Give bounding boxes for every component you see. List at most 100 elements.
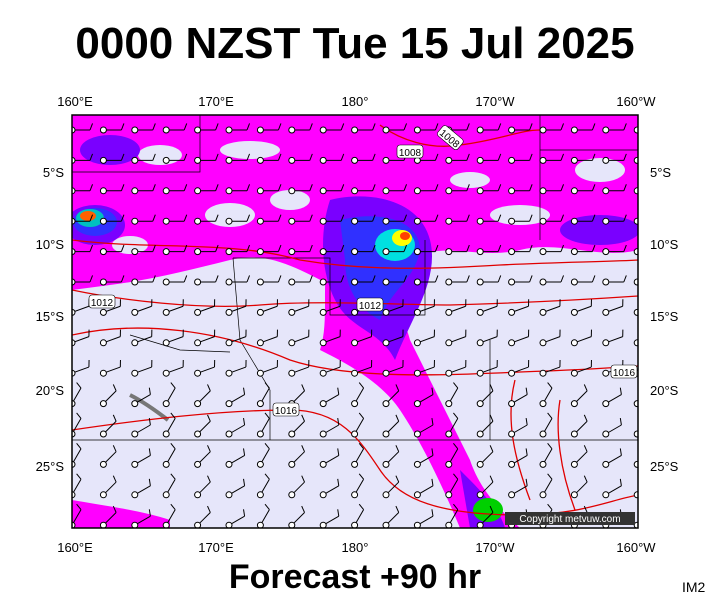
lon-label: 160°E <box>57 94 93 109</box>
lat-label: 15°S <box>650 309 679 324</box>
station <box>509 157 515 163</box>
station <box>289 188 295 194</box>
station <box>509 218 515 224</box>
station <box>320 461 326 467</box>
station <box>100 127 106 133</box>
station <box>509 492 515 498</box>
station <box>540 127 546 133</box>
station <box>352 127 358 133</box>
station <box>477 249 483 255</box>
station <box>163 401 169 407</box>
station <box>414 461 420 467</box>
station <box>132 188 138 194</box>
station <box>477 340 483 346</box>
station <box>414 431 420 437</box>
station <box>163 249 169 255</box>
station <box>289 218 295 224</box>
station <box>571 127 577 133</box>
lat-label: 25°S <box>650 459 679 474</box>
station <box>446 370 452 376</box>
station <box>320 370 326 376</box>
station <box>352 461 358 467</box>
station <box>257 401 263 407</box>
station <box>226 492 232 498</box>
station <box>383 370 389 376</box>
station <box>226 401 232 407</box>
station <box>226 431 232 437</box>
station <box>100 492 106 498</box>
station <box>603 461 609 467</box>
station <box>571 157 577 163</box>
map-area <box>65 115 658 528</box>
station <box>383 249 389 255</box>
station <box>571 492 577 498</box>
station <box>446 157 452 163</box>
station <box>383 218 389 224</box>
station <box>603 218 609 224</box>
station <box>352 309 358 315</box>
station <box>446 461 452 467</box>
isobar-label-text: 1008 <box>399 148 422 159</box>
station <box>509 461 515 467</box>
station <box>352 370 358 376</box>
isobar-label: 1012 <box>357 298 383 312</box>
copyright: Copyright metvuw.com <box>519 514 620 525</box>
station <box>383 309 389 315</box>
station <box>163 188 169 194</box>
isobar-label-text: 1016 <box>613 368 636 379</box>
station <box>414 249 420 255</box>
station <box>383 461 389 467</box>
station <box>226 157 232 163</box>
isobar-label-text: 1012 <box>359 301 382 312</box>
station <box>571 431 577 437</box>
station <box>132 218 138 224</box>
station <box>352 157 358 163</box>
lat-label: 15°S <box>36 309 65 324</box>
station <box>320 157 326 163</box>
station <box>320 188 326 194</box>
station <box>163 309 169 315</box>
station <box>509 370 515 376</box>
lon-label: 170°W <box>475 94 515 109</box>
station <box>226 370 232 376</box>
station <box>414 401 420 407</box>
station <box>509 279 515 285</box>
station <box>163 370 169 376</box>
station <box>509 309 515 315</box>
station <box>540 431 546 437</box>
station <box>195 309 201 315</box>
station <box>477 157 483 163</box>
station <box>383 188 389 194</box>
station <box>509 249 515 255</box>
lon-label: 170°W <box>475 540 515 555</box>
station <box>195 431 201 437</box>
station <box>571 340 577 346</box>
station <box>414 127 420 133</box>
station <box>603 340 609 346</box>
station <box>414 370 420 376</box>
station <box>477 127 483 133</box>
station <box>446 218 452 224</box>
isobar-label: 1012 <box>89 295 115 309</box>
lon-label: 170°E <box>198 540 234 555</box>
station <box>132 401 138 407</box>
station <box>195 188 201 194</box>
station <box>320 431 326 437</box>
station <box>289 279 295 285</box>
lon-label: 160°W <box>616 94 656 109</box>
station <box>571 309 577 315</box>
station <box>509 401 515 407</box>
station <box>163 218 169 224</box>
station <box>289 127 295 133</box>
station <box>446 309 452 315</box>
station <box>571 249 577 255</box>
station <box>226 309 232 315</box>
station <box>477 461 483 467</box>
station <box>477 401 483 407</box>
lon-label: 160°E <box>57 540 93 555</box>
station <box>414 492 420 498</box>
station <box>132 431 138 437</box>
station <box>100 309 106 315</box>
station <box>289 492 295 498</box>
